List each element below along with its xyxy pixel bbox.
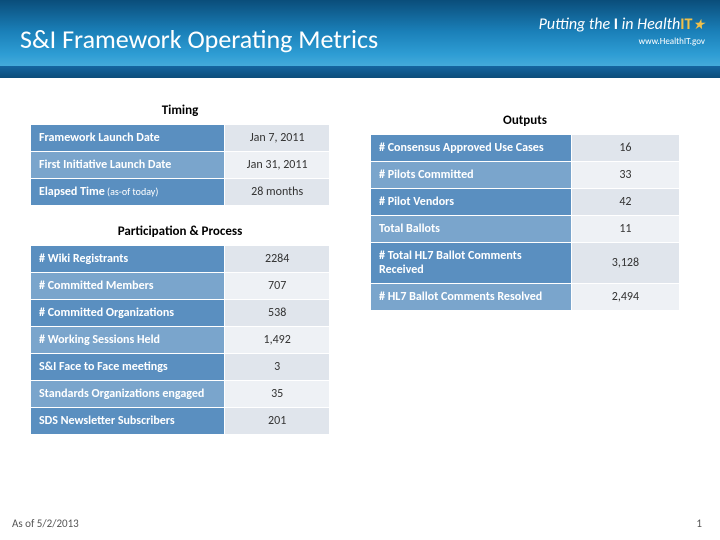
- metric-label: # Committed Organizations: [31, 300, 225, 327]
- table-row: Framework Launch DateJan 7, 2011: [31, 125, 330, 152]
- metric-value: Jan 7, 2011: [225, 125, 330, 152]
- table-row: Standards Organizations engaged35: [31, 381, 330, 408]
- footer-page: 1: [696, 517, 702, 530]
- metric-value: 707: [225, 273, 330, 300]
- metric-label: Total Ballots: [371, 216, 572, 243]
- metric-value: 28 months: [225, 179, 330, 206]
- metric-label: # Working Sessions Held: [31, 327, 225, 354]
- outputs-table: # Consensus Approved Use Cases16# Pilots…: [370, 134, 680, 311]
- table-row: Total Ballots11: [371, 216, 680, 243]
- left-column: Timing Framework Launch DateJan 7, 2011F…: [30, 103, 330, 453]
- metric-label: Framework Launch Date: [31, 125, 225, 152]
- metric-value: 538: [225, 300, 330, 327]
- metric-label: # HL7 Ballot Comments Resolved: [371, 284, 572, 311]
- metric-value: 35: [225, 381, 330, 408]
- metric-value: 201: [225, 408, 330, 435]
- metric-value: 11: [571, 216, 679, 243]
- slide-header: S&I Framework Operating Metrics Putting …: [0, 0, 720, 78]
- table-row: SDS Newsletter Subscribers201: [31, 408, 330, 435]
- table-row: # Working Sessions Held1,492: [31, 327, 330, 354]
- metric-label: # Consensus Approved Use Cases: [371, 135, 572, 162]
- table-row: # Total HL7 Ballot Comments Received3,12…: [371, 243, 680, 284]
- metric-label: # Pilot Vendors: [371, 189, 572, 216]
- logo-area: Putting the I in HealthIT★ www.HealthIT.…: [539, 15, 705, 47]
- metric-value: 2,494: [571, 284, 679, 311]
- metric-value: 1,492: [225, 327, 330, 354]
- table-row: # HL7 Ballot Comments Resolved2,494: [371, 284, 680, 311]
- participation-table: # Wiki Registrants2284# Committed Member…: [30, 245, 330, 435]
- metric-value: 33: [571, 162, 679, 189]
- logo-url: www.HealthIT.gov: [539, 36, 705, 47]
- metric-value: 16: [571, 135, 679, 162]
- metric-label: Standards Organizations engaged: [31, 381, 225, 408]
- table-row: # Committed Members707: [31, 273, 330, 300]
- timing-title: Timing: [30, 103, 330, 118]
- table-row: First Initiative Launch DateJan 31, 2011: [31, 152, 330, 179]
- participation-title: Participation & Process: [30, 224, 330, 239]
- metric-value: Jan 31, 2011: [225, 152, 330, 179]
- timing-table: Framework Launch DateJan 7, 2011First In…: [30, 124, 330, 206]
- content-area: Timing Framework Launch DateJan 7, 2011F…: [0, 78, 720, 453]
- table-row: # Pilot Vendors42: [371, 189, 680, 216]
- metric-label: First Initiative Launch Date: [31, 152, 225, 179]
- metric-value: 42: [571, 189, 679, 216]
- table-row: # Committed Organizations538: [31, 300, 330, 327]
- table-row: Elapsed Time (as-of today)28 months: [31, 179, 330, 206]
- metric-label: # Committed Members: [31, 273, 225, 300]
- page-title: S&I Framework Operating Metrics: [20, 23, 378, 55]
- logo-tagline: Putting the I in HealthIT★: [539, 15, 705, 34]
- table-row: # Pilots Committed33: [371, 162, 680, 189]
- metric-label: # Pilots Committed: [371, 162, 572, 189]
- metric-label: Elapsed Time (as-of today): [31, 179, 225, 206]
- metric-label: S&I Face to Face meetings: [31, 354, 225, 381]
- metric-label: # Wiki Registrants: [31, 246, 225, 273]
- outputs-title: Outputs: [370, 113, 680, 128]
- star-icon: ★: [692, 16, 705, 33]
- footer-asof: As of 5/2/2013: [12, 517, 79, 530]
- table-row: # Wiki Registrants2284: [31, 246, 330, 273]
- metric-value: 3,128: [571, 243, 679, 284]
- table-row: # Consensus Approved Use Cases16: [371, 135, 680, 162]
- metric-label: SDS Newsletter Subscribers: [31, 408, 225, 435]
- metric-value: 2284: [225, 246, 330, 273]
- metric-value: 3: [225, 354, 330, 381]
- table-row: S&I Face to Face meetings3: [31, 354, 330, 381]
- right-column: Outputs # Consensus Approved Use Cases16…: [370, 113, 680, 453]
- metric-label: # Total HL7 Ballot Comments Received: [371, 243, 572, 284]
